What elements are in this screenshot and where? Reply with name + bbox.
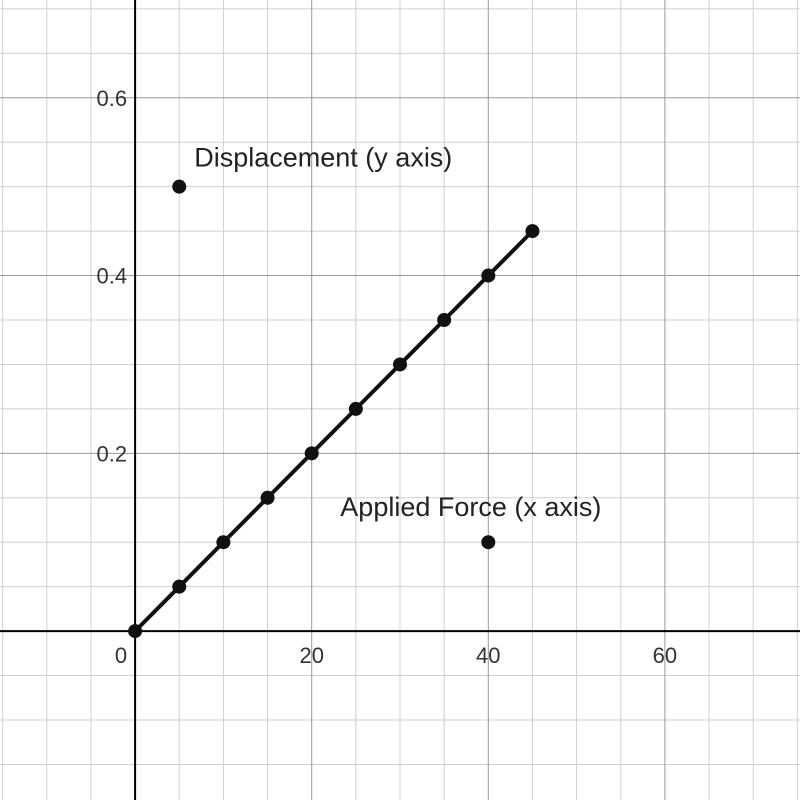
data-point	[348, 401, 363, 416]
data-point	[304, 446, 319, 461]
annotation-point	[481, 535, 496, 550]
data-point	[481, 268, 496, 283]
annotation-label: Displacement (y axis)	[194, 143, 452, 173]
data-point	[128, 624, 143, 639]
series-line	[133, 229, 534, 633]
x-tick-label: 60	[653, 643, 677, 668]
tick-labels: 20 40 60 0.2 0.4 0.6 0	[97, 86, 678, 668]
origin-label: 0	[115, 643, 127, 668]
data-point	[393, 357, 407, 372]
data-point	[525, 224, 540, 239]
annotations: Displacement (y axis) Applied Force (x ax…	[172, 143, 601, 550]
annotation-point	[172, 179, 187, 194]
data-point	[172, 579, 187, 594]
data-series	[128, 224, 540, 639]
y-tick-label: 0.6	[97, 86, 128, 111]
x-tick-label: 20	[299, 643, 323, 668]
data-point	[216, 535, 231, 550]
annotation-label: Applied Force (x axis)	[340, 492, 601, 522]
data-point	[260, 490, 275, 505]
x-tick-label: 40	[476, 643, 500, 668]
y-tick-label: 0.4	[97, 264, 128, 289]
y-tick-label: 0.2	[97, 441, 128, 466]
data-point	[437, 313, 452, 327]
